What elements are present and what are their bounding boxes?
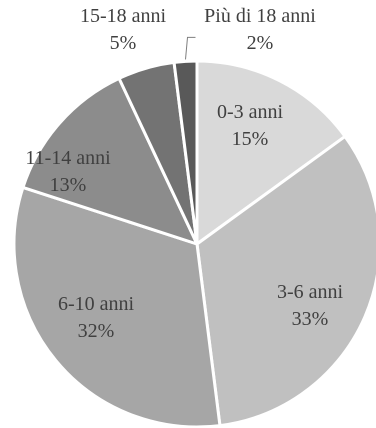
pie-slice-3: [12, 185, 222, 428]
slice-value-label: 32%: [78, 320, 115, 342]
slice-value-label: 33%: [292, 308, 329, 330]
slice-category-label: 0-3 anni: [217, 101, 284, 123]
pie-slice-1: [195, 59, 347, 246]
slice-labels: 0-3 anni 15% 3-6 anni 33% 6-10 anni 32% 11-14 …: [25, 5, 343, 342]
slice-category-label: 6-10 anni: [58, 293, 135, 315]
slice-category-label: 11-14 anni: [25, 147, 111, 169]
slice-value-label: 15%: [232, 128, 269, 150]
leader-line: [185, 36, 196, 60]
slice-value-label: 13%: [50, 174, 87, 196]
slice-value-label: 5%: [110, 32, 137, 54]
pie-slice-4: [21, 76, 199, 246]
slice-category-label: Più di 18 anni: [204, 5, 316, 27]
leader-lines: [185, 36, 196, 60]
slice-category-label: 3-6 anni: [277, 281, 344, 303]
pie-slices: [12, 59, 376, 428]
pie-slice-6: [172, 59, 199, 246]
slice-value-label: 2%: [247, 32, 274, 54]
pie-slice-2: [195, 134, 376, 428]
slice-category-label: 15-18 anni: [80, 5, 167, 27]
